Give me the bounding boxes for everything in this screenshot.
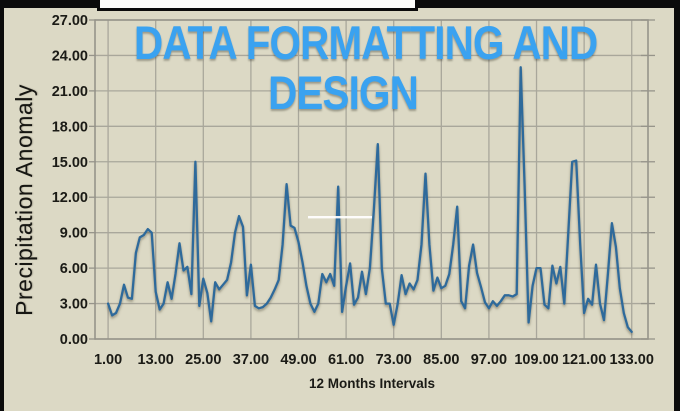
y-tick-label: 6.00 [60, 261, 88, 277]
x-tick-label: 73.00 [376, 352, 412, 368]
title-line-2: DESIGN [268, 66, 419, 119]
y-tick-label: 18.00 [52, 119, 88, 135]
x-tick-label: 109.00 [514, 352, 558, 368]
y-tick-label: 3.00 [60, 297, 88, 313]
top-banner-box [97, 0, 418, 11]
white-streak-artifact [308, 216, 372, 219]
x-tick-label: 1.00 [94, 352, 122, 368]
y-tick-label: 0.00 [60, 332, 88, 348]
y-tick-label: 24.00 [52, 48, 88, 64]
y-tick-label: 12.00 [52, 190, 88, 206]
x-tick-label: 61.00 [328, 352, 364, 368]
x-tick-label: 133.00 [610, 352, 654, 368]
x-tick-label: 121.00 [562, 352, 606, 368]
x-axis-title: 12 Months Intervals [308, 376, 436, 391]
y-tick-label: 15.00 [52, 155, 88, 171]
x-tick-label: 13.00 [138, 352, 174, 368]
x-tick-label: 25.00 [185, 352, 221, 368]
x-tick-label: 85.00 [423, 352, 459, 368]
data-line-precipitation [106, 66, 633, 334]
y-axis-title: Precipitation Anomaly [11, 84, 37, 316]
right-edge-bar [674, 0, 680, 411]
y-tick-label: 21.00 [52, 84, 88, 100]
x-tick-label: 37.00 [233, 352, 269, 368]
title-line-1: DATA FORMATTING AND [134, 16, 598, 69]
x-tick-label: 97.00 [471, 352, 507, 368]
chart-title-overlay: DATA FORMATTING AND DESIGN [134, 16, 598, 119]
plot-border [94, 19, 649, 340]
y-tick-label: 27.00 [52, 13, 88, 29]
left-edge-bar [0, 0, 4, 411]
y-tick-label: 9.00 [60, 226, 88, 242]
x-tick-label: 49.00 [280, 352, 316, 368]
